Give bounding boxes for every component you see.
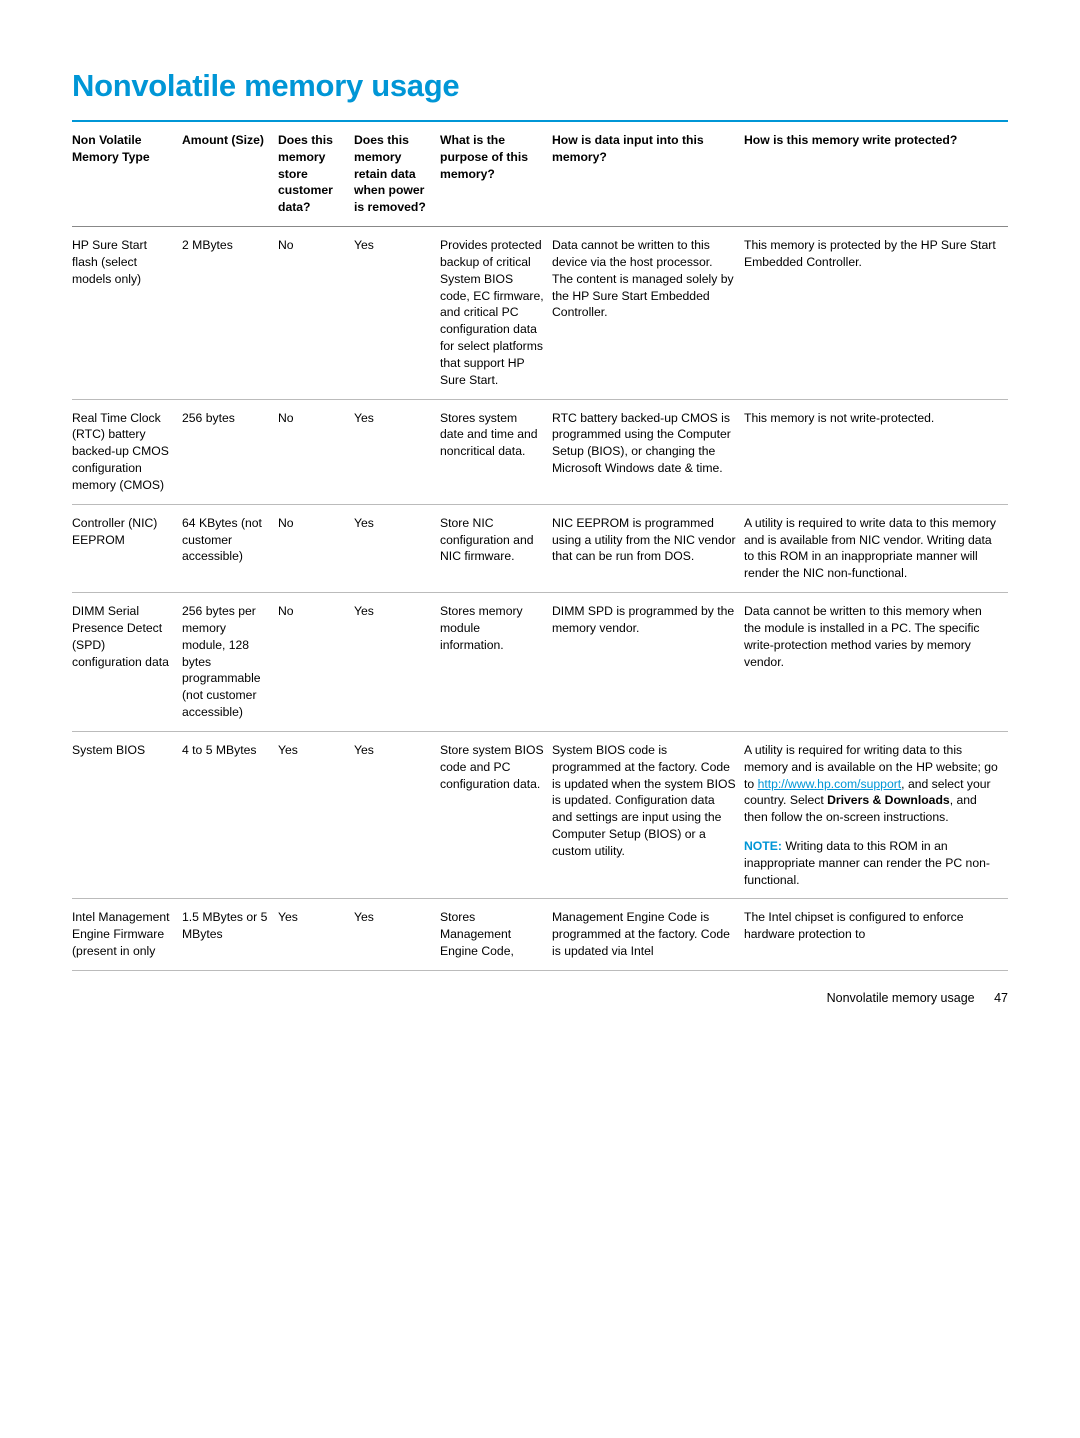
th-amount: Amount (Size) [182, 121, 278, 227]
cell-retain-power: Yes [354, 399, 440, 504]
cell-store-customer: No [278, 593, 354, 732]
table-row: System BIOS 4 to 5 MBytes Yes Yes Store … [72, 731, 1008, 899]
cell-store-customer: No [278, 504, 354, 592]
footer-page-number: 47 [994, 991, 1008, 1005]
th-write-protected: How is this memory write protected? [744, 121, 1008, 227]
cell-retain-power: Yes [354, 899, 440, 970]
cell-data-input: DIMM SPD is programmed by the memory ven… [552, 593, 744, 732]
note-block: NOTE: Writing data to this ROM in an ina… [744, 838, 1000, 888]
page-footer: Nonvolatile memory usage 47 [72, 971, 1008, 1005]
cell-retain-power: Yes [354, 504, 440, 592]
table-row: Intel Management Engine Firmware (presen… [72, 899, 1008, 970]
cell-data-input: System BIOS code is programmed at the fa… [552, 731, 744, 899]
cell-amount: 64 KBytes (not customer accessible) [182, 504, 278, 592]
cell-amount: 1.5 MBytes or 5 MBytes [182, 899, 278, 970]
cell-purpose: Stores system date and time and noncriti… [440, 399, 552, 504]
cell-memory-type: HP Sure Start flash (select models only) [72, 227, 182, 399]
cell-purpose: Stores Management Engine Code, [440, 899, 552, 970]
page-title: Nonvolatile memory usage [72, 68, 1008, 104]
cell-memory-type: DIMM Serial Presence Detect (SPD) config… [72, 593, 182, 732]
cell-write-protected: A utility is required for writing data t… [744, 731, 1008, 899]
th-store-customer: Does this memory store customer data? [278, 121, 354, 227]
cell-write-protected: The Intel chipset is configured to enfor… [744, 899, 1008, 970]
cell-purpose: Store system BIOS code and PC configurat… [440, 731, 552, 899]
cell-write-protected: This memory is not write-protected. [744, 399, 1008, 504]
cell-data-input: NIC EEPROM is programmed using a utility… [552, 504, 744, 592]
table-header-row: Non Volatile Memory Type Amount (Size) D… [72, 121, 1008, 227]
cell-purpose: Store NIC configuration and NIC firmware… [440, 504, 552, 592]
footer-section-title: Nonvolatile memory usage [827, 991, 975, 1005]
th-memory-type: Non Volatile Memory Type [72, 121, 182, 227]
cell-store-customer: Yes [278, 899, 354, 970]
cell-amount: 256 bytes per memory module, 128 bytes p… [182, 593, 278, 732]
cell-write-protected: This memory is protected by the HP Sure … [744, 227, 1008, 399]
table-row: DIMM Serial Presence Detect (SPD) config… [72, 593, 1008, 732]
cell-memory-type: Controller (NIC) EEPROM [72, 504, 182, 592]
cell-store-customer: No [278, 227, 354, 399]
table-row: Real Time Clock (RTC) battery backed-up … [72, 399, 1008, 504]
cell-write-protected: Data cannot be written to this memory wh… [744, 593, 1008, 732]
cell-amount: 4 to 5 MBytes [182, 731, 278, 899]
cell-purpose: Provides protected backup of critical Sy… [440, 227, 552, 399]
table-row: HP Sure Start flash (select models only)… [72, 227, 1008, 399]
cell-memory-type: System BIOS [72, 731, 182, 899]
note-label: NOTE: [744, 839, 782, 853]
cell-data-input: RTC battery backed-up CMOS is programmed… [552, 399, 744, 504]
th-purpose: What is the purpose of this memory? [440, 121, 552, 227]
text-bold: Drivers & Downloads [827, 793, 950, 807]
cell-retain-power: Yes [354, 731, 440, 899]
cell-retain-power: Yes [354, 593, 440, 732]
cell-memory-type: Real Time Clock (RTC) battery backed-up … [72, 399, 182, 504]
cell-retain-power: Yes [354, 227, 440, 399]
hp-support-link[interactable]: http://www.hp.com/support [758, 777, 902, 791]
cell-store-customer: Yes [278, 731, 354, 899]
th-data-input: How is data input into this memory? [552, 121, 744, 227]
cell-data-input: Data cannot be written to this device vi… [552, 227, 744, 399]
table-row: Controller (NIC) EEPROM 64 KBytes (not c… [72, 504, 1008, 592]
cell-amount: 256 bytes [182, 399, 278, 504]
cell-memory-type: Intel Management Engine Firmware (presen… [72, 899, 182, 970]
cell-data-input: Management Engine Code is programmed at … [552, 899, 744, 970]
cell-purpose: Stores memory module information. [440, 593, 552, 732]
cell-store-customer: No [278, 399, 354, 504]
cell-write-protected: A utility is required to write data to t… [744, 504, 1008, 592]
th-retain-power: Does this memory retain data when power … [354, 121, 440, 227]
cell-amount: 2 MBytes [182, 227, 278, 399]
nonvolatile-memory-table: Non Volatile Memory Type Amount (Size) D… [72, 120, 1008, 971]
